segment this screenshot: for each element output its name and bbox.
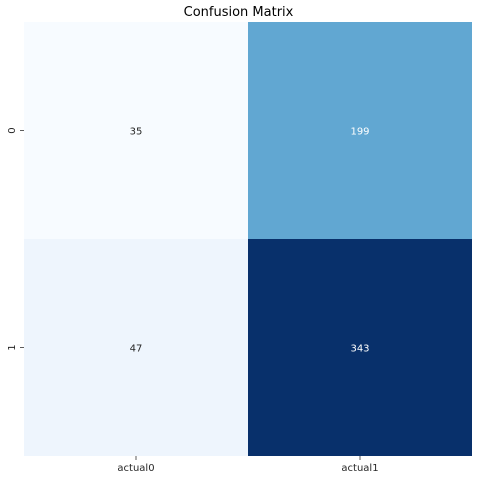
- x-tick-label-1: actual1: [341, 463, 378, 474]
- heatmap-cell-0-0: [24, 22, 248, 239]
- heatmap-cell-1-0: [24, 239, 248, 456]
- cell-value-0-0: 35: [130, 127, 143, 138]
- cell-value-1-0: 47: [130, 344, 143, 355]
- chart-title: Confusion Matrix: [183, 5, 294, 20]
- heatmap-cell-1-1: [248, 239, 472, 456]
- cell-value-0-1: 199: [350, 127, 369, 138]
- cell-value-1-1: 343: [350, 344, 369, 355]
- heatmap-cell-0-1: [248, 22, 472, 239]
- x-tick-label-0: actual0: [117, 463, 154, 474]
- y-tick-label-0: 0: [7, 127, 18, 133]
- y-tick-label-1: 1: [7, 344, 18, 350]
